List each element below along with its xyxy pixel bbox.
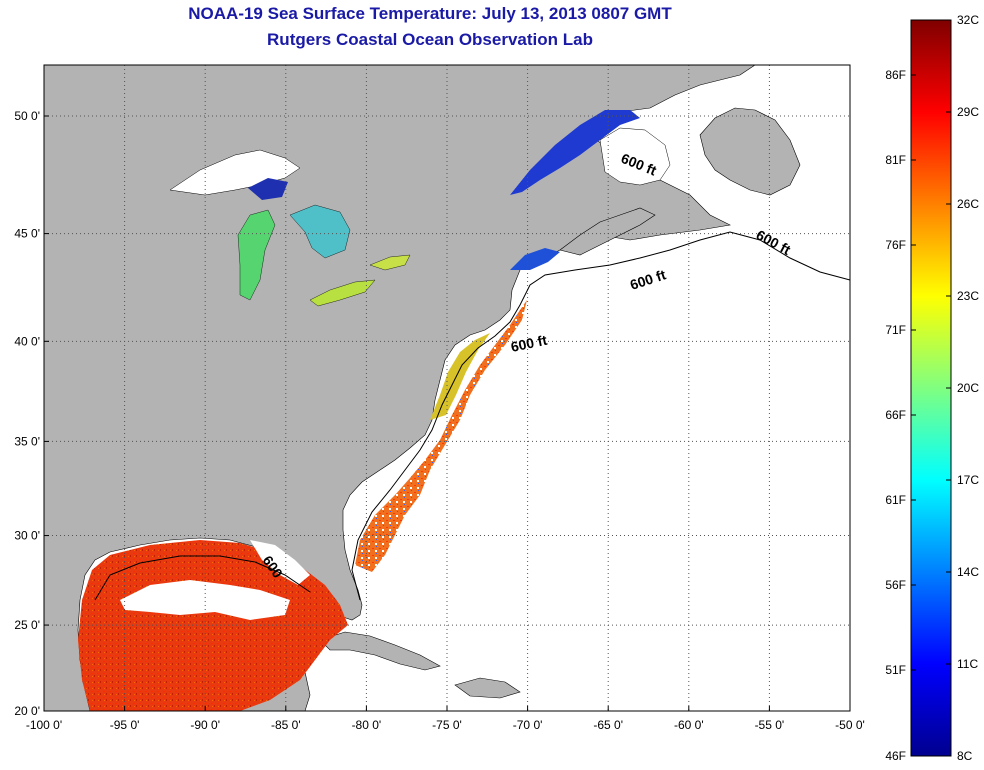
colorbar-fahrenheit-label: 86F	[885, 68, 906, 82]
colorbar-celsius-label: 17C	[957, 473, 979, 487]
lake-superior	[169, 149, 301, 196]
colorbar-celsius-label: 29C	[957, 105, 979, 119]
lake-ontario-sst	[369, 254, 411, 271]
map-subtitle: Rutgers Coastal Ocean Observation Lab	[267, 30, 593, 49]
lon-tick-label: -60 0'	[674, 718, 704, 732]
colorbar-fahrenheit-label: 71F	[885, 323, 906, 337]
colorbar	[910, 19, 952, 757]
lon-tick-label: -65 0'	[593, 718, 623, 732]
colorbar-fahrenheit-label: 46F	[885, 749, 906, 763]
atlantic-coastal-sst	[355, 300, 527, 572]
lon-tick-label: -95 0'	[110, 718, 140, 732]
lat-tick-label: 35 0'	[14, 434, 40, 448]
colorbar-celsius-label: 23C	[957, 289, 979, 303]
lat-tick-label: 30 0'	[14, 529, 40, 543]
lon-tick-label: -100 0'	[26, 718, 62, 732]
lon-tick-label: -85 0'	[271, 718, 301, 732]
lon-tick-label: -50 0'	[835, 718, 865, 732]
colorbar-celsius-label: 20C	[957, 381, 979, 395]
colorbar-celsius-label: 32C	[957, 13, 979, 27]
gulf-cloud-gap-2	[250, 540, 310, 585]
colorbar-fahrenheit-label: 66F	[885, 408, 906, 422]
longitude-labels: -100 0' -95 0' -90 0' -85 0' -80 0' -75 0' -70…	[26, 718, 865, 732]
newfoundland-land	[699, 107, 801, 196]
lat-tick-label: 50 0'	[14, 109, 40, 123]
latitude-labels: 20 0' 25 0' 30 0' 35 0' 40 0' 45 0' 50 0'	[14, 109, 40, 718]
gulf-cloud-gap	[120, 580, 290, 620]
nova-scotia-land	[559, 207, 656, 256]
lat-lon-grid	[43, 65, 851, 712]
map-title: NOAA-19 Sea Surface Temperature: July 13…	[188, 4, 672, 23]
colorbar-fahrenheit-label: 51F	[885, 663, 906, 677]
lat-tick-label: 20 0'	[14, 704, 40, 718]
colorbar-celsius-label: 26C	[957, 197, 979, 211]
contour-label: 600 ft	[509, 332, 548, 355]
colorbar-fahrenheit-label: 61F	[885, 493, 906, 507]
colorbar-celsius-label: 11C	[957, 657, 978, 671]
colorbar-fahrenheit-label: 56F	[885, 578, 906, 592]
lon-tick-label: -55 0'	[755, 718, 785, 732]
hispaniola-land	[454, 677, 521, 699]
lake-michigan-sst	[237, 209, 276, 301]
lat-tick-label: 40 0'	[14, 334, 40, 348]
lon-tick-label: -70 0'	[513, 718, 543, 732]
lake-erie-sst	[309, 279, 376, 307]
lat-tick-label: 45 0'	[14, 227, 40, 241]
colorbar-fahrenheit-label: 76F	[885, 238, 906, 252]
isobath-600ft-gulf	[94, 555, 311, 601]
gulf-of-maine-sst	[510, 248, 560, 270]
colorbar-fahrenheit-label: 81F	[885, 153, 906, 167]
lat-tick-label: 25 0'	[14, 618, 40, 632]
colorbar-celsius-label: 8C	[957, 749, 973, 763]
map-frame	[43, 64, 851, 712]
gulf-st-lawrence-shelf	[599, 127, 671, 186]
lon-tick-label: -75 0'	[432, 718, 462, 732]
north-america-land	[44, 65, 756, 711]
lon-tick-label: -90 0'	[190, 718, 220, 732]
colorbar-celsius-label: 14C	[957, 565, 979, 579]
cuba-land	[319, 631, 441, 671]
st-lawrence-sst	[510, 110, 640, 195]
lake-huron-sst	[289, 204, 351, 259]
colorbar-labels: 32C 29C 26C 23C 20C 17C 14C 11C 8C 86F 81F 76F 71F 66…	[885, 13, 979, 763]
lake-superior-sst	[248, 178, 288, 200]
isobath-600ft	[351, 231, 851, 601]
lon-tick-label: -80 0'	[352, 718, 382, 732]
